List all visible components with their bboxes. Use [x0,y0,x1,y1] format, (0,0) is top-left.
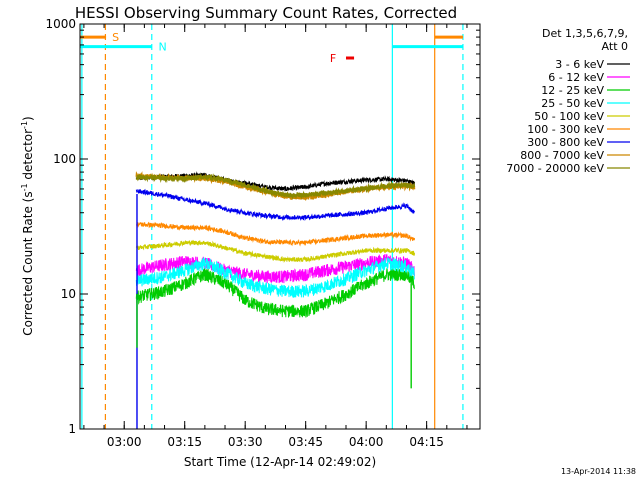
y-label-end: ) [21,116,35,121]
y-label-sup2: -1 [20,121,29,129]
footer-timestamp: 13-Apr-2014 11:38 [561,467,636,476]
x-tick-label-0: 03:00 [107,435,142,449]
series-layer [135,171,416,429]
x-tick-label-3: 03:45 [288,435,323,449]
chart-title: HESSI Observing Summary Count Rates, Cor… [75,4,457,22]
legend-label-4: 50 - 100 keV [534,110,604,123]
x-tick-label-2: 03:30 [228,435,263,449]
y-axis: 1 10 100 1000 [45,17,480,436]
legend-header-line1: Det 1,3,5,6,7,9, [542,27,628,40]
series-line-0 [135,171,415,192]
legend-label-0: 3 - 6 keV [555,58,604,71]
legend-label-7: 800 - 7000 keV [520,149,604,162]
legend-label-3: 25 - 50 keV [541,97,604,110]
y-tick-label-2: 100 [53,152,76,166]
series-line-2 [135,267,415,318]
flag-label-0: S [112,31,119,44]
x-tick-label-1: 03:15 [167,435,202,449]
x-tick-label-4: 04:00 [349,435,384,449]
flag-label-2: F [330,52,336,65]
y-tick-label-0: 1 [68,422,76,436]
series-line-6 [135,188,415,222]
series-line-4 [135,239,415,263]
x-axis-label: Start Time (12-Apr-14 02:49:02) [184,455,376,469]
flag-label-1: N [158,41,166,54]
y-tick-label-1: 10 [61,287,76,301]
y-label-main: Corrected Count Rate (s [21,191,35,335]
legend-label-5: 100 - 300 keV [527,123,604,136]
vertical-markers [81,24,464,429]
orbit-flags: S N F [80,31,463,65]
x-tick-label-5: 04:15 [409,435,444,449]
series-line-1 [135,254,415,284]
y-tick-label-3: 1000 [45,17,76,31]
plot-frame [79,23,481,430]
legend-label-6: 300 - 800 keV [527,136,604,149]
y-label-sup1: -1 [20,183,29,191]
series-line-8 [135,172,416,201]
y-axis-label: Corrected Count Rate (s-1 detector-1) [20,116,35,335]
x-axis: 03:00 03:15 03:30 03:45 04:00 04:15 [83,24,468,449]
series-line-3 [135,257,415,298]
y-label-mid: detector [21,129,35,184]
legend-header-line2: Att 0 [602,40,628,53]
series-line-5 [136,221,415,247]
plot-area: S N F [80,24,464,429]
legend-label-2: 12 - 25 keV [541,84,604,97]
legend-label-8: 7000 - 20000 keV [506,162,604,175]
legend-label-1: 6 - 12 keV [548,71,604,84]
